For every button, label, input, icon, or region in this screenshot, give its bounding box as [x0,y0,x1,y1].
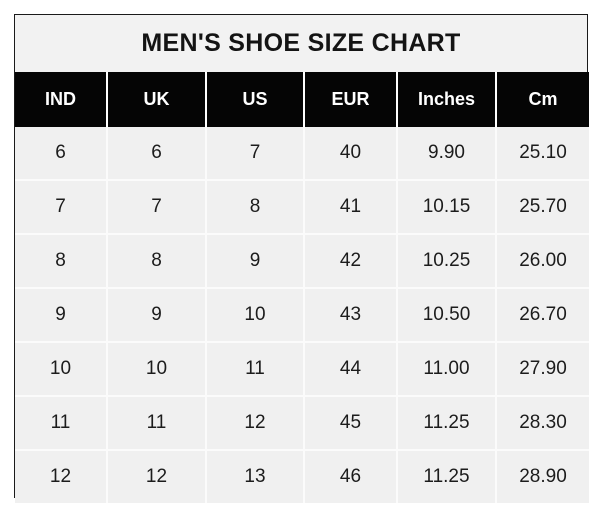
cell-inches: 10.15 [397,180,497,235]
cell-cm: 28.30 [496,396,589,451]
cell-us: 7 [206,127,305,181]
column-header-inches: Inches [397,72,497,127]
cell-ind: 12 [15,450,108,503]
cell-eur: 41 [304,180,398,235]
cell-eur: 45 [304,396,398,451]
cell-us: 12 [206,396,305,451]
cell-ind: 6 [15,127,108,181]
cell-eur: 44 [304,342,398,397]
cell-eur: 42 [304,234,398,289]
table-row: 10 10 11 44 11.00 27.90 [15,342,589,397]
cell-us: 10 [206,288,305,343]
column-header-ind: IND [15,72,108,127]
cell-cm: 26.00 [496,234,589,289]
cell-inches: 11.25 [397,396,497,451]
table-row: 12 12 13 46 11.25 28.90 [15,450,589,503]
cell-uk: 9 [107,288,207,343]
cell-ind: 11 [15,396,108,451]
table-row: 8 8 9 42 10.25 26.00 [15,234,589,289]
cell-uk: 12 [107,450,207,503]
shoe-size-table: IND UK US EUR Inches Cm 6 6 7 40 9.90 25… [15,72,589,503]
size-chart-container: MEN'S SHOE SIZE CHART IND UK US EUR Inch… [14,14,589,503]
cell-uk: 10 [107,342,207,397]
column-header-eur: EUR [304,72,398,127]
cell-uk: 6 [107,127,207,181]
table-header-row: IND UK US EUR Inches Cm [15,72,589,127]
cell-eur: 43 [304,288,398,343]
cell-eur: 40 [304,127,398,181]
cell-us: 11 [206,342,305,397]
column-header-cm: Cm [528,89,558,109]
cell-cm: 26.70 [496,288,589,343]
table-header: IND UK US EUR Inches Cm [15,72,589,127]
cell-inches: 11.25 [397,450,497,503]
cell-us: 9 [206,234,305,289]
cell-cm: 27.90 [496,342,589,397]
column-header-uk: UK [107,72,207,127]
cell-inches: 9.90 [397,127,497,181]
cell-us: 13 [206,450,305,503]
chart-title-band: MEN'S SHOE SIZE CHART [15,15,587,72]
table-body: 6 6 7 40 9.90 25.10 7 7 8 41 10.15 25.70… [15,127,589,503]
cell-ind: 8 [15,234,108,289]
cell-cm: 28.90 [519,466,567,487]
cell-ind: 9 [15,288,108,343]
cell-cm: 25.70 [496,180,589,235]
cell-uk: 8 [107,234,207,289]
table-row: 6 6 7 40 9.90 25.10 [15,127,589,181]
cell-uk: 7 [107,180,207,235]
cell-us: 8 [206,180,305,235]
table-row: 7 7 8 41 10.15 25.70 [15,180,589,235]
column-header-us: US [206,72,305,127]
table-row: 9 9 10 43 10.50 26.70 [15,288,589,343]
cell-ind: 10 [15,342,108,397]
cell-inches: 11.00 [397,342,497,397]
cell-inches: 10.50 [397,288,497,343]
cell-uk: 11 [107,396,207,451]
page-title: MEN'S SHOE SIZE CHART [141,29,461,57]
cell-ind: 7 [15,180,108,235]
cell-cm: 25.10 [496,127,589,181]
table-row: 11 11 12 45 11.25 28.30 [15,396,589,451]
cell-inches: 10.25 [397,234,497,289]
cell-eur: 46 [304,450,398,503]
